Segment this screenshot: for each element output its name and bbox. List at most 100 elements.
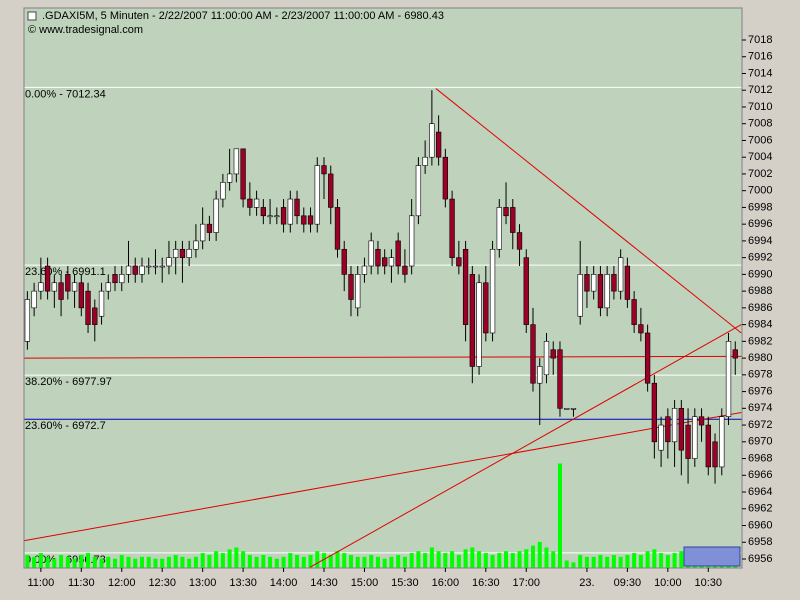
candle-body xyxy=(98,290,105,317)
volume-bar xyxy=(598,554,603,568)
volume-bar xyxy=(106,556,111,568)
y-tick-label: 6984 xyxy=(748,319,772,331)
volume-bar xyxy=(557,463,562,568)
candle-body xyxy=(469,274,475,367)
volume-bar xyxy=(632,553,637,568)
candle-body xyxy=(226,173,233,183)
candle-body xyxy=(166,257,172,267)
volume-bar xyxy=(611,554,616,568)
y-tick-label: 6982 xyxy=(748,335,772,347)
volume-bar xyxy=(652,549,657,568)
candle-body xyxy=(456,257,462,267)
volume-bar xyxy=(605,556,610,568)
candle-body xyxy=(146,265,152,268)
plot-border xyxy=(23,7,743,569)
candle-body xyxy=(267,215,273,218)
candle-body xyxy=(220,182,226,200)
candle-body xyxy=(132,265,138,275)
candle-body xyxy=(287,198,293,225)
candle-body xyxy=(348,274,354,300)
candle-body xyxy=(496,207,502,250)
volume-bar xyxy=(146,556,151,568)
candle-body xyxy=(631,299,637,325)
candle-body xyxy=(31,290,37,309)
volume-bar xyxy=(214,551,219,568)
candle-body xyxy=(442,156,449,200)
y-tick-label: 6978 xyxy=(748,369,772,381)
volume-bar xyxy=(166,556,171,568)
candle-body xyxy=(274,215,280,218)
legend-box xyxy=(683,546,741,567)
volume-bar xyxy=(234,547,239,568)
volume-bar xyxy=(423,553,428,568)
candle-body xyxy=(125,265,132,275)
y-tick-label: 6998 xyxy=(748,201,772,213)
volume-bar xyxy=(369,554,374,568)
level-label: 23.60% - 6972.7 xyxy=(25,420,106,432)
volume-bar xyxy=(52,558,57,568)
candle-body xyxy=(435,131,442,158)
volume-bar xyxy=(133,558,138,568)
candle-body xyxy=(368,240,374,267)
y-tick-label: 7010 xyxy=(748,101,772,113)
volume-bar xyxy=(551,551,556,568)
volume-bar xyxy=(463,549,468,568)
volume-bar xyxy=(470,547,475,568)
volume-bar xyxy=(564,560,569,568)
y-tick-label: 6990 xyxy=(748,268,772,280)
y-tick-label: 6968 xyxy=(748,452,772,464)
candle-body xyxy=(388,257,395,267)
volume-bar xyxy=(342,553,347,568)
volume-bar xyxy=(187,558,192,568)
candle-body xyxy=(705,424,711,468)
y-tick-label: 7006 xyxy=(748,134,772,146)
x-tick-label: 17:00 xyxy=(512,577,540,589)
candle-body xyxy=(604,274,610,309)
candle-body xyxy=(489,248,496,334)
volume-bar xyxy=(638,554,643,568)
volume-bar xyxy=(65,556,70,568)
candle-body xyxy=(247,198,253,208)
candle-body xyxy=(584,274,590,292)
y-tick-label: 7000 xyxy=(748,185,772,197)
volume-bar xyxy=(524,549,529,568)
candle-body xyxy=(570,408,577,410)
x-tick-label: 10:30 xyxy=(695,577,723,589)
volume-bar xyxy=(537,541,542,568)
volume-bar xyxy=(281,556,286,568)
x-tick-label: 15:30 xyxy=(391,577,419,589)
candle-body xyxy=(361,265,368,275)
candle-body xyxy=(638,324,644,334)
candle-body xyxy=(314,165,320,225)
candle-body xyxy=(516,232,523,250)
volume-bar xyxy=(443,553,448,568)
y-tick-label: 6970 xyxy=(748,436,772,448)
volume-bar xyxy=(119,554,124,568)
candle-body xyxy=(152,265,159,268)
candle-body xyxy=(712,441,718,468)
candle-body xyxy=(503,207,509,217)
volume-bar xyxy=(409,553,414,568)
candle-body xyxy=(139,265,145,275)
volume-bar xyxy=(254,556,259,568)
volume-bar xyxy=(308,554,313,568)
candle-body xyxy=(307,215,314,225)
candle-body xyxy=(119,274,125,284)
x-tick-label: 14:30 xyxy=(310,577,338,589)
candle-body xyxy=(186,248,192,258)
candle-body xyxy=(537,366,543,384)
candle-body xyxy=(719,416,725,468)
candle-body xyxy=(408,215,415,267)
x-tick-label: 11:00 xyxy=(27,577,54,589)
y-tick-label: 6972 xyxy=(748,419,772,431)
candle-body xyxy=(206,223,213,233)
level-label: 0.00% - 7012.34 xyxy=(25,88,106,100)
x-tick-label: 11:30 xyxy=(68,577,95,589)
candle-body xyxy=(321,165,327,175)
volume-bar xyxy=(288,553,293,568)
trend-lines xyxy=(24,88,742,568)
volume-bar xyxy=(396,554,401,568)
candle-body xyxy=(597,274,604,309)
candle-body xyxy=(698,416,705,426)
candle-body xyxy=(334,207,341,250)
